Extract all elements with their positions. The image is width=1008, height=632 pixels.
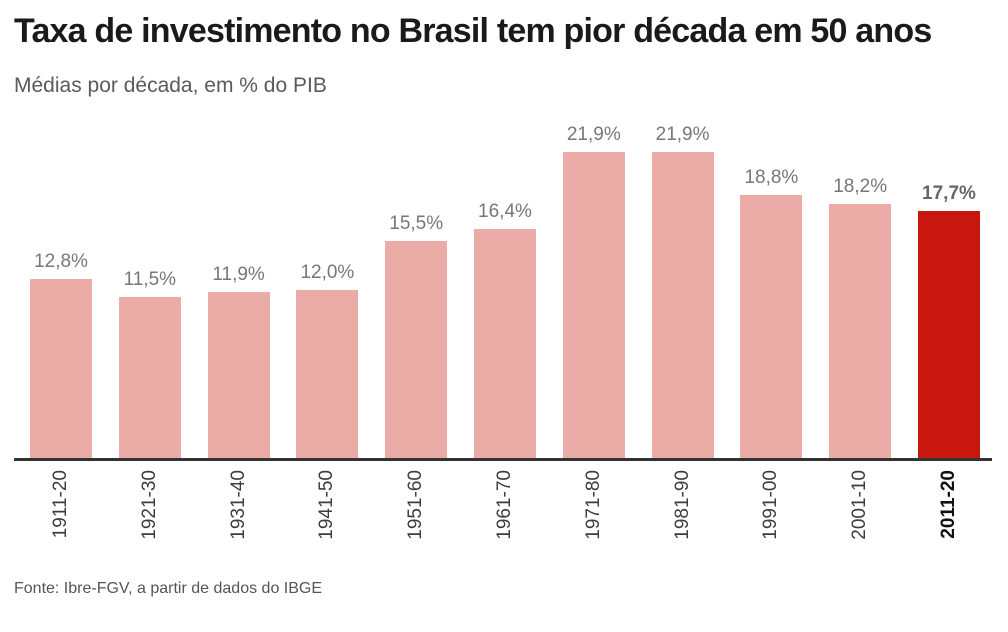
bar-column: 21,9% — [651, 124, 714, 458]
bar-column: 18,2% — [829, 176, 892, 458]
bar-value-label: 21,9% — [566, 124, 621, 145]
x-axis-tick: 2011-20 — [937, 470, 959, 539]
bar-value-label: 18,2% — [833, 176, 888, 197]
x-axis-line — [14, 458, 992, 461]
x-axis-ticks: 1911-20 1921-30 1931-40 1941-50 1951-60 1961-… — [30, 470, 980, 565]
chart-title: Taxa de investimento no Brasil tem pior … — [14, 12, 932, 50]
bar — [296, 290, 359, 458]
x-axis-tick: 1941-50 — [316, 470, 338, 540]
bar-column: 12,8% — [30, 251, 92, 458]
bar-chart-plot: 12,8% 11,5% 11,9% 12,0% 15,5% 16,4% 21,9% 21,9%… — [30, 110, 980, 458]
bar-column: 18,8% — [740, 167, 803, 458]
bar-column: 17,7% — [917, 183, 980, 458]
x-axis-tick: 1911-20 — [50, 470, 71, 539]
bar-value-label: 21,9% — [655, 124, 710, 145]
bar-column: 15,5% — [385, 213, 448, 458]
bar-value-label: 12,0% — [300, 262, 355, 283]
x-axis-tick: 1991-00 — [760, 470, 782, 540]
bar — [30, 279, 92, 458]
bar-value-label: 17,7% — [922, 183, 976, 204]
bar — [473, 229, 536, 458]
bar — [651, 152, 714, 458]
bar-value-label: 11,5% — [123, 269, 177, 290]
bar-highlighted — [917, 211, 980, 458]
bar-value-label: 16,4% — [478, 201, 532, 222]
bar-value-label: 12,8% — [34, 251, 88, 272]
bar — [740, 195, 803, 458]
x-axis-tick: 1971-80 — [582, 470, 604, 540]
x-axis-tick: 2001-10 — [849, 470, 871, 540]
bar-column: 16,4% — [473, 201, 536, 458]
bar-column: 12,0% — [296, 262, 359, 458]
bar-column: 21,9% — [562, 124, 625, 458]
source-note: Fonte: Ibre-FGV, a partir de dados do IB… — [14, 580, 323, 597]
bar-value-label: 11,9% — [212, 264, 265, 285]
bar-column: 11,9% — [207, 264, 270, 458]
bar — [118, 297, 181, 458]
bar — [829, 204, 892, 458]
x-axis-tick: 1951-60 — [405, 470, 427, 540]
x-axis-tick: 1981-90 — [671, 470, 693, 540]
x-axis-tick: 1931-40 — [227, 470, 249, 540]
bar — [385, 241, 448, 458]
bar-value-label: 18,8% — [744, 167, 799, 188]
bar-column: 11,5% — [118, 269, 181, 458]
x-axis-tick: 1921-30 — [138, 470, 160, 540]
bar — [562, 152, 625, 458]
bar — [207, 292, 270, 458]
bar-value-label: 15,5% — [389, 213, 444, 234]
chart-subtitle: Médias por década, em % do PIB — [14, 74, 327, 97]
x-axis-tick: 1961-70 — [493, 470, 515, 540]
